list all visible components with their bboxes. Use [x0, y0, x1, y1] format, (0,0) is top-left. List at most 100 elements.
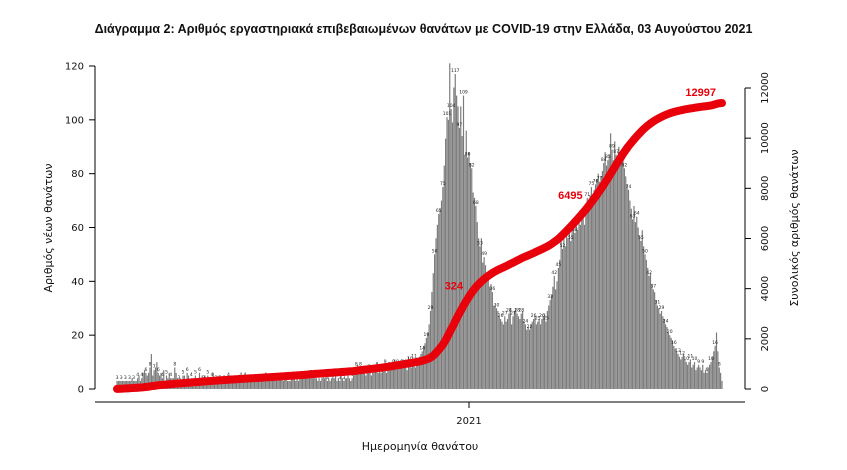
right-y-axis-title: Συνολικός αριθμός θανάτων	[788, 149, 801, 306]
bar	[137, 378, 139, 389]
bar	[652, 289, 654, 389]
bar	[325, 375, 327, 389]
bar	[612, 160, 614, 389]
bar-value-label: 77	[597, 176, 603, 182]
bar	[546, 310, 548, 389]
bar	[632, 219, 634, 389]
right-y-tick-label: 2000	[760, 326, 771, 351]
bar	[379, 370, 381, 389]
bar	[275, 378, 278, 389]
bar	[242, 378, 245, 389]
bar	[698, 364, 700, 389]
bar	[506, 319, 509, 389]
bar	[479, 246, 481, 389]
bar	[465, 130, 467, 389]
bar-value-label: 5	[165, 370, 168, 376]
bar	[656, 305, 658, 389]
bar	[380, 372, 382, 389]
bar	[630, 208, 632, 389]
bar	[409, 362, 411, 389]
bar-value-label: 3	[120, 375, 123, 381]
bar	[566, 235, 568, 389]
bar	[515, 308, 517, 389]
bar	[249, 380, 251, 389]
cumulative-deaths-line	[113, 99, 726, 393]
bar	[150, 354, 152, 389]
bar	[226, 380, 228, 389]
bar	[596, 179, 598, 389]
bar	[600, 176, 602, 389]
bar	[588, 205, 590, 389]
left-y-tick-label: 0	[78, 385, 84, 396]
bar	[402, 359, 404, 389]
bar	[678, 356, 680, 389]
bar	[502, 324, 504, 389]
bar	[401, 364, 403, 389]
bar-value-label: 42	[646, 270, 652, 276]
bar	[131, 378, 133, 389]
bar-value-label: 4	[140, 372, 143, 378]
bar	[557, 267, 559, 390]
bar	[457, 106, 459, 390]
bar	[505, 321, 507, 389]
bar	[682, 354, 685, 389]
bar	[156, 362, 158, 389]
left-y-tick-label: 60	[71, 223, 84, 234]
bar	[660, 310, 663, 389]
bar-value-label: 3	[124, 375, 127, 381]
bar-value-label: 87	[613, 149, 619, 155]
bar	[671, 340, 674, 389]
bar	[282, 380, 284, 389]
bar-value-label: 55	[568, 235, 574, 241]
bar	[709, 364, 711, 389]
bar	[354, 370, 356, 389]
bar	[644, 254, 646, 389]
bar	[223, 380, 225, 389]
bar-value-label: 12	[679, 351, 685, 357]
bar	[244, 378, 246, 389]
bar	[304, 375, 306, 389]
left-y-axis-title: Αριθμός νέων θανάτων	[42, 164, 55, 293]
bar	[252, 380, 254, 389]
bar	[523, 321, 525, 389]
bar-value-label: 16	[712, 340, 718, 346]
bar	[293, 378, 295, 389]
bar	[174, 367, 176, 389]
bar	[655, 300, 657, 389]
bar-value-label: 4	[227, 372, 230, 378]
bar	[255, 380, 257, 389]
bar	[291, 378, 293, 389]
bar-value-label: 3	[132, 375, 135, 381]
bar	[407, 356, 410, 389]
bar	[666, 327, 668, 389]
bar	[577, 230, 579, 389]
bar	[471, 168, 473, 389]
bar	[391, 362, 393, 389]
bar	[237, 378, 239, 389]
bar	[634, 222, 636, 389]
bar-value-label: 29	[428, 305, 434, 311]
bar-value-label: 8	[149, 361, 152, 367]
bar	[707, 367, 709, 389]
x-axis-title: Ημερομηνία θανάτου	[362, 440, 479, 453]
bar	[361, 372, 363, 389]
bar	[248, 380, 250, 389]
bar	[530, 324, 532, 389]
bar	[388, 367, 390, 389]
bar-value-label: 26	[539, 313, 545, 319]
left-y-ticks: 0 20 40 60 80 100 120	[65, 62, 95, 396]
bar	[260, 380, 262, 389]
bar	[504, 316, 506, 389]
bar	[420, 354, 422, 389]
bar	[483, 257, 485, 389]
bar-value-label: 14	[419, 345, 425, 351]
bar	[319, 380, 322, 389]
right-y-tick-label: 10000	[760, 122, 771, 154]
bar	[340, 375, 342, 389]
bar	[259, 378, 261, 389]
bar	[348, 378, 350, 389]
bar-value-label: 28	[506, 308, 512, 314]
bar	[636, 216, 638, 389]
bar	[366, 372, 368, 389]
